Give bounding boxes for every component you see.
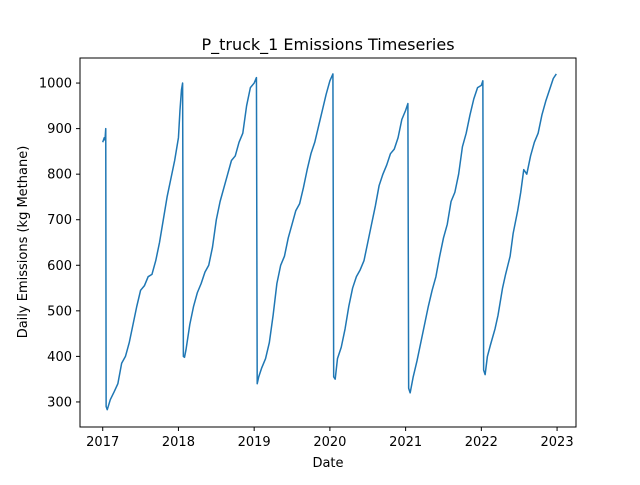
y-tick-label: 700 — [47, 213, 72, 228]
y-tick-label: 400 — [47, 350, 72, 365]
y-tick-label: 300 — [47, 395, 72, 410]
y-tick-label: 500 — [47, 304, 72, 319]
y-tick-label: 800 — [47, 168, 72, 183]
x-tick-label: 2017 — [86, 435, 119, 450]
x-tick-label: 2019 — [238, 435, 271, 450]
y-axis-label: Daily Emissions (kg Methane) — [16, 146, 31, 339]
x-tick-label: 2023 — [541, 435, 574, 450]
ticks-layer: 2017 2018 2019 2020 2021 2022 2023 300 400 500 600… — [39, 77, 574, 450]
y-tick-label: 900 — [47, 122, 72, 137]
x-tick-label: 2018 — [162, 435, 195, 450]
x-tick-label: 2021 — [389, 435, 422, 450]
x-tick-label: 2022 — [465, 435, 498, 450]
y-tick-label: 1000 — [39, 77, 72, 92]
y-tick-label: 600 — [47, 259, 72, 274]
series-line-p-truck-1 — [102, 73, 557, 411]
chart-title: P_truck_1 Emissions Timeseries — [201, 35, 454, 55]
x-tick-label: 2020 — [313, 435, 346, 450]
plot-area-frame — [79, 57, 577, 428]
x-axis-label: Date — [312, 456, 343, 471]
